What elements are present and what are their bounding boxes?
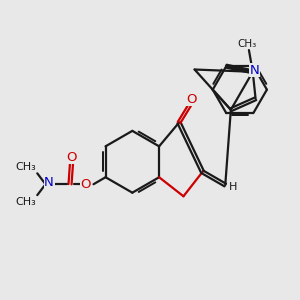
Text: O: O	[81, 178, 91, 191]
Text: N: N	[249, 64, 259, 77]
Text: O: O	[186, 93, 196, 106]
Text: CH₃: CH₃	[15, 162, 36, 172]
Text: N: N	[44, 176, 54, 189]
Text: O: O	[66, 151, 77, 164]
Text: CH₃: CH₃	[238, 39, 257, 49]
Text: H: H	[229, 182, 238, 191]
Text: CH₃: CH₃	[15, 197, 36, 207]
